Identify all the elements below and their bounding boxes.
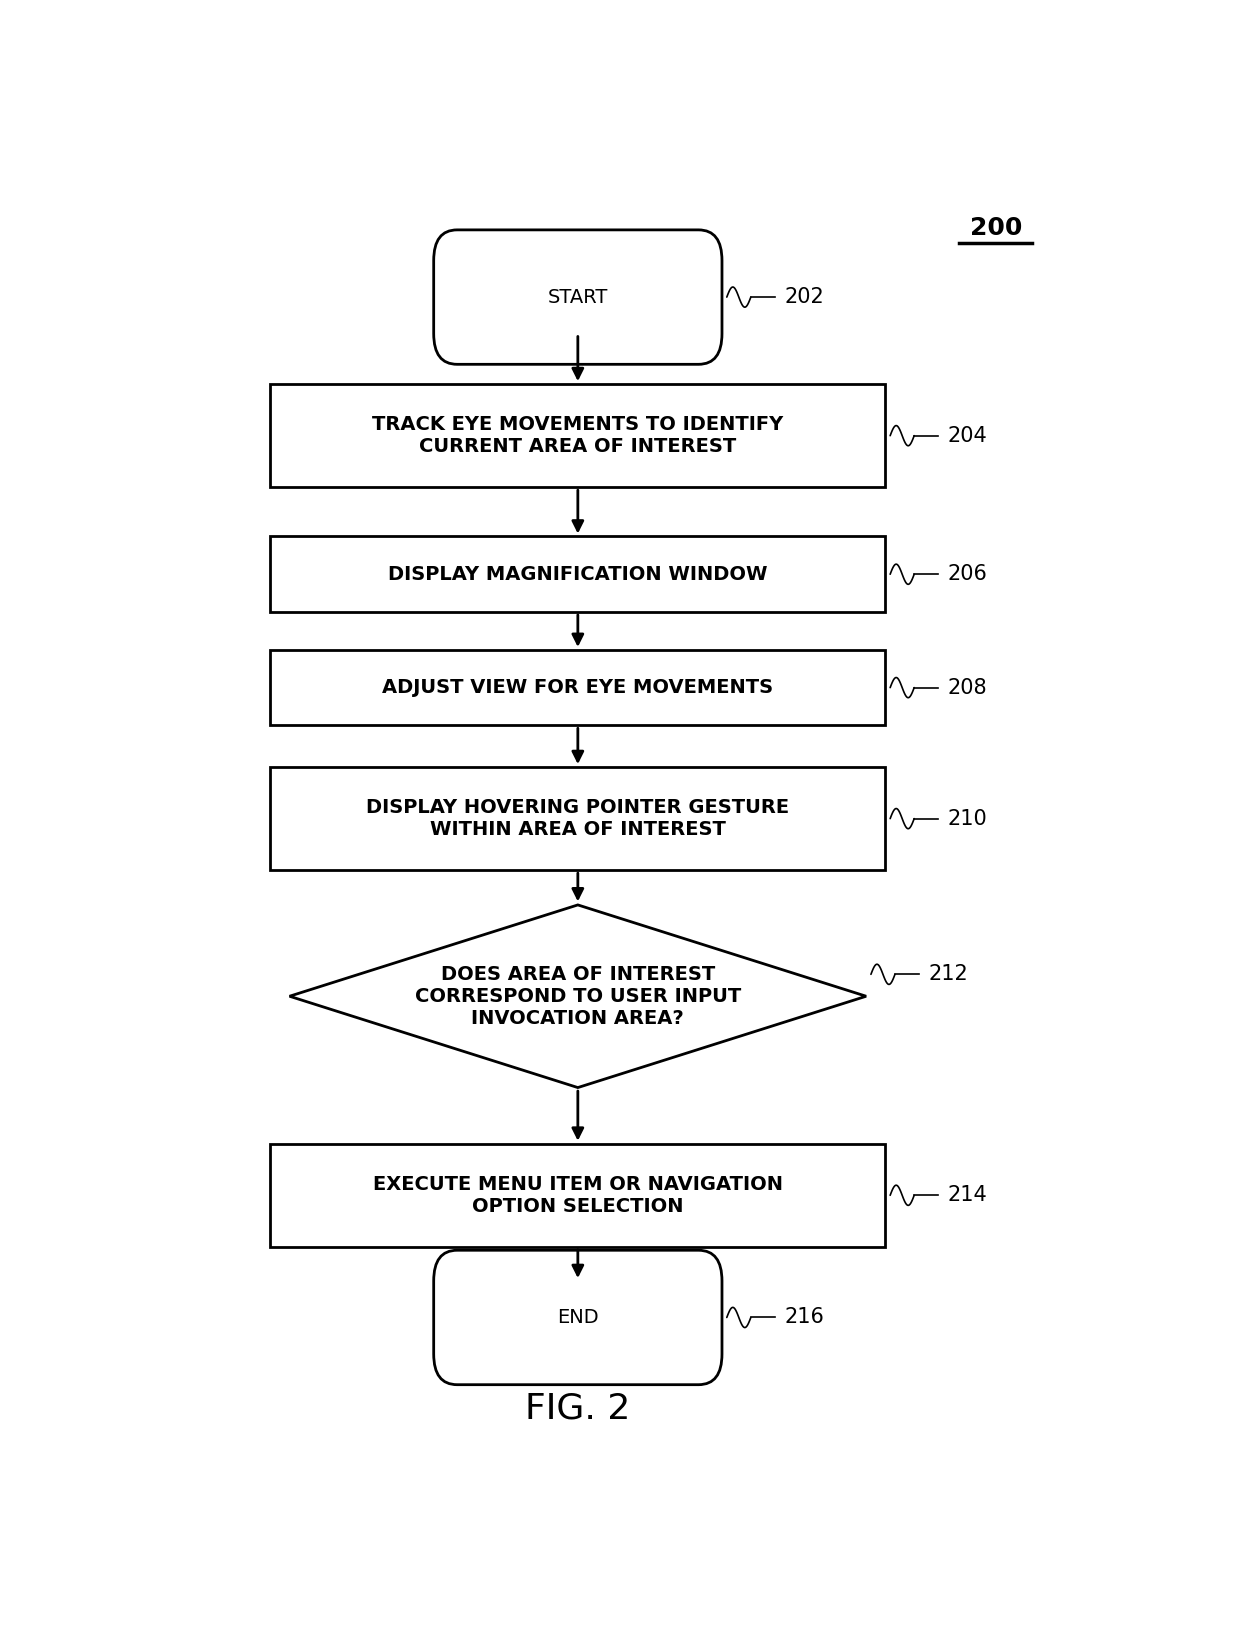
Text: 204: 204 xyxy=(947,425,987,445)
Polygon shape xyxy=(290,905,866,1088)
Text: 208: 208 xyxy=(947,677,987,697)
Text: START: START xyxy=(548,288,608,306)
Text: 216: 216 xyxy=(785,1307,825,1327)
Text: END: END xyxy=(557,1307,599,1327)
Text: TRACK EYE MOVEMENTS TO IDENTIFY
CURRENT AREA OF INTEREST: TRACK EYE MOVEMENTS TO IDENTIFY CURRENT … xyxy=(372,416,784,456)
Text: ADJUST VIEW FOR EYE MOVEMENTS: ADJUST VIEW FOR EYE MOVEMENTS xyxy=(382,677,774,697)
FancyBboxPatch shape xyxy=(434,1250,722,1384)
Text: 206: 206 xyxy=(947,564,988,584)
Bar xyxy=(270,649,885,725)
Text: FIG. 2: FIG. 2 xyxy=(526,1391,630,1425)
Bar xyxy=(270,384,885,488)
FancyBboxPatch shape xyxy=(434,231,722,365)
Text: 214: 214 xyxy=(947,1184,987,1206)
Text: 210: 210 xyxy=(947,808,987,828)
Text: EXECUTE MENU ITEM OR NAVIGATION
OPTION SELECTION: EXECUTE MENU ITEM OR NAVIGATION OPTION S… xyxy=(373,1175,782,1216)
Text: DISPLAY HOVERING POINTER GESTURE
WITHIN AREA OF INTEREST: DISPLAY HOVERING POINTER GESTURE WITHIN … xyxy=(366,798,790,839)
Text: 212: 212 xyxy=(929,964,968,985)
Text: DOES AREA OF INTEREST
CORRESPOND TO USER INPUT
INVOCATION AREA?: DOES AREA OF INTEREST CORRESPOND TO USER… xyxy=(414,965,742,1027)
Bar xyxy=(270,1144,885,1247)
Text: 200: 200 xyxy=(970,216,1022,240)
Bar xyxy=(270,537,885,612)
Text: DISPLAY MAGNIFICATION WINDOW: DISPLAY MAGNIFICATION WINDOW xyxy=(388,564,768,584)
Bar xyxy=(270,767,885,870)
Text: 202: 202 xyxy=(785,286,825,308)
